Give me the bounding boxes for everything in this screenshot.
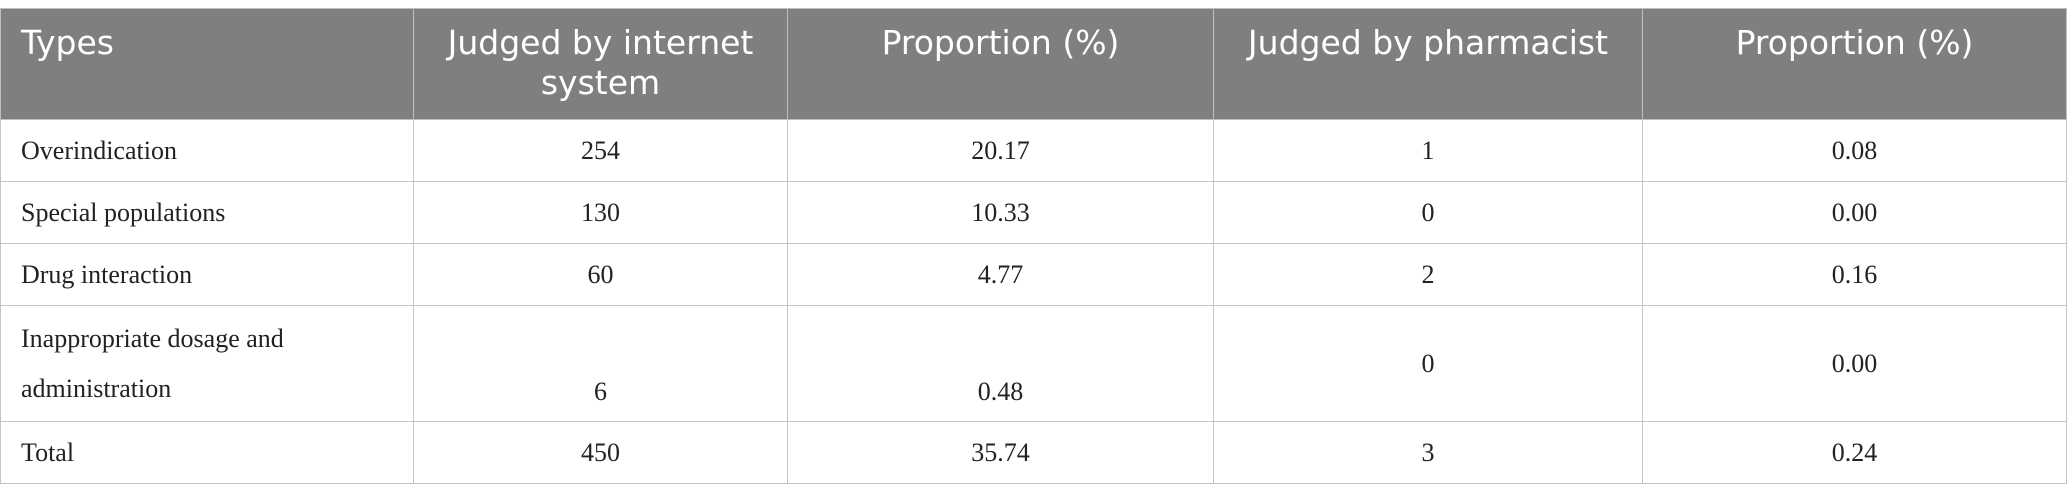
- table-cell: 6: [413, 305, 788, 422]
- table-body: Overindication 254 20.17 1 0.08 Special popul…: [0, 119, 2067, 484]
- table-row: Overindication 254 20.17 1 0.08: [0, 119, 2067, 182]
- table-cell: 450: [413, 421, 788, 484]
- table-cell: 2: [1213, 243, 1643, 306]
- table-cell: 10.33: [787, 181, 1214, 244]
- table-cell: 0: [1213, 181, 1643, 244]
- table-row: Special populations 130 10.33 0 0.00: [0, 181, 2067, 244]
- table-row: Inappropriate dosage and administration 6…: [0, 305, 2067, 422]
- table-cell: 60: [413, 243, 788, 306]
- header-cell: Proportion (%): [787, 8, 1214, 120]
- table-cell: Total: [0, 421, 414, 484]
- table-row: Drug interaction 60 4.77 2 0.16: [0, 243, 2067, 306]
- table-cell: 0.00: [1642, 305, 2067, 422]
- table-cell: Inappropriate dosage and administration: [0, 305, 414, 422]
- table-cell: 3: [1213, 421, 1643, 484]
- header-row: Types Judged by internet system Proportion…: [0, 8, 2067, 120]
- table-cell: 254: [413, 119, 788, 182]
- table-cell: 4.77: [787, 243, 1214, 306]
- table-cell: Special populations: [0, 181, 414, 244]
- header-cell: Types: [0, 8, 414, 120]
- header-cell: Judged by pharmacist: [1213, 8, 1643, 120]
- table-cell: 1: [1213, 119, 1643, 182]
- table-cell: Drug interaction: [0, 243, 414, 306]
- table-cell: 0.00: [1642, 181, 2067, 244]
- table-cell: 20.17: [787, 119, 1214, 182]
- table-cell: 130: [413, 181, 788, 244]
- table-cell: 0.24: [1642, 421, 2067, 484]
- data-table: Types Judged by internet system Proportion…: [0, 8, 2067, 484]
- table-cell: 0: [1213, 305, 1643, 422]
- header-cell: Judged by internet system: [413, 8, 788, 120]
- table-cell: 0.08: [1642, 119, 2067, 182]
- table-cell: Overindication: [0, 119, 414, 182]
- table-cell: 0.16: [1642, 243, 2067, 306]
- table-cell: 0.48: [787, 305, 1214, 422]
- table-cell: 35.74: [787, 421, 1214, 484]
- table-row: Total 450 35.74 3 0.24: [0, 421, 2067, 484]
- header-cell: Proportion (%): [1642, 8, 2067, 120]
- table-header: Types Judged by internet system Proportion…: [0, 8, 2067, 120]
